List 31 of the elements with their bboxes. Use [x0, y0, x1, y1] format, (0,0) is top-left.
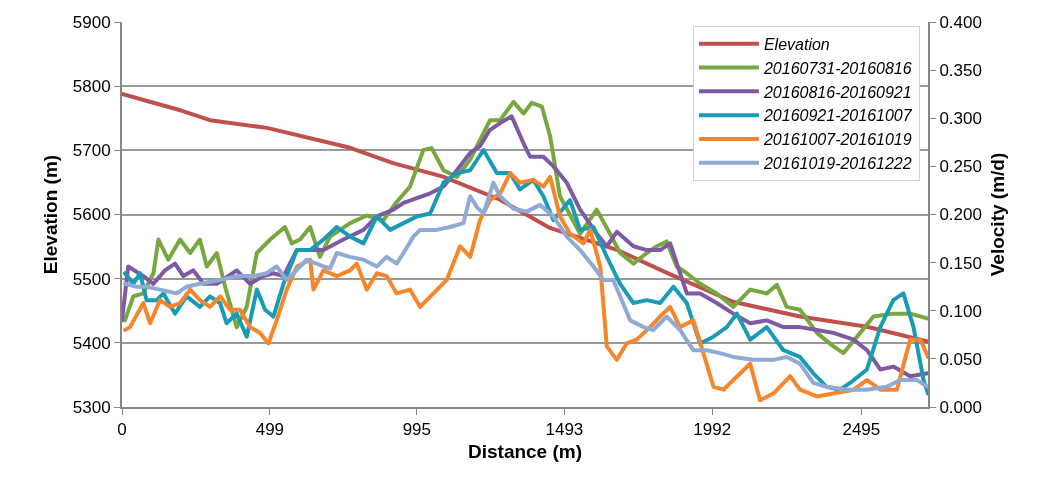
legend-label: 20160816-20160921	[762, 83, 912, 101]
y-tick-label: 5900	[72, 12, 111, 32]
y2-tick-label: 0.350	[939, 61, 982, 81]
legend-label: 20161007-20161019	[762, 131, 912, 149]
y-tick-label: 5500	[72, 269, 111, 289]
y-tick-label: 5600	[72, 205, 111, 225]
legend-label: 20161019-20161222	[762, 154, 912, 172]
x-tick-label: 1493	[545, 420, 584, 440]
y2-tick-label: 0.200	[939, 205, 982, 225]
y2-tick-label: 0.150	[939, 253, 982, 273]
y2-tick-label: 0.400	[939, 12, 982, 32]
y-tick-label: 5300	[72, 397, 111, 417]
x-tick-label: 1992	[693, 420, 732, 440]
x-tick-label: 499	[255, 420, 285, 440]
y2-tick-label: 0.250	[939, 157, 982, 177]
x-tick-label: 2495	[842, 420, 881, 440]
legend-label: 20160731-20160816	[762, 59, 912, 77]
legend-label: 20160921-20161007	[762, 107, 913, 125]
y2-axis-title: Velocity (m/d)	[987, 152, 1009, 277]
y2-tick-label: 0.050	[939, 349, 982, 369]
x-tick-label: 0	[117, 420, 127, 440]
y-tick-label: 5700	[72, 141, 111, 161]
y-tick-label: 5400	[72, 333, 111, 353]
y-axis-title: Elevation (m)	[40, 154, 62, 275]
y2-tick-label: 0.300	[939, 109, 982, 129]
y2-tick-label: 0.100	[939, 301, 982, 321]
legend-label: Elevation	[763, 35, 830, 53]
y-tick-label: 5800	[72, 77, 111, 97]
x-axis-title: Distance (m)	[467, 440, 583, 462]
x-tick-label: 995	[402, 420, 432, 440]
y2-tick-label: 0.000	[939, 397, 982, 417]
